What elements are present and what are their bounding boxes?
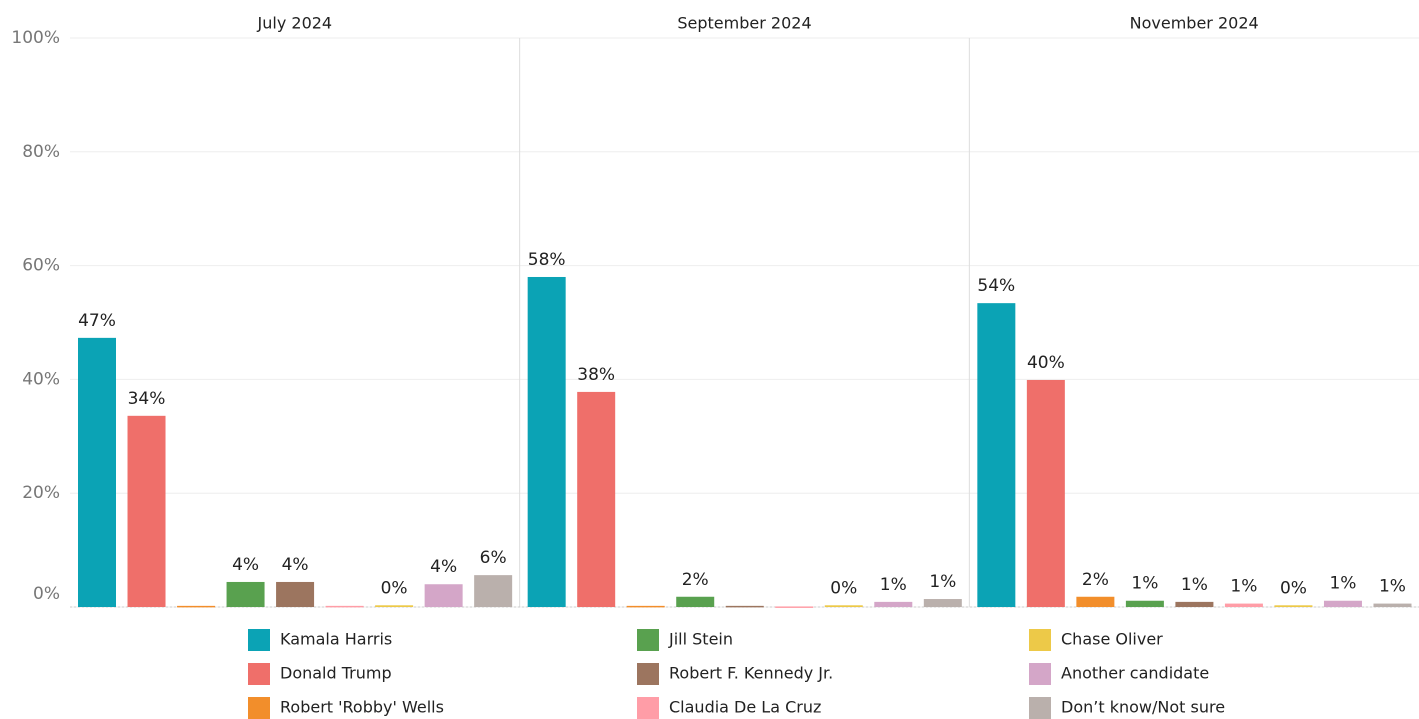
bar xyxy=(577,391,616,607)
legend-swatch xyxy=(248,663,270,685)
value-label: 40% xyxy=(1027,353,1065,373)
legend-swatch xyxy=(1029,629,1051,651)
bar xyxy=(676,596,715,607)
value-label: 1% xyxy=(1181,575,1208,595)
value-label: 1% xyxy=(1379,577,1406,597)
bar xyxy=(1274,605,1313,607)
value-label: 58% xyxy=(528,250,566,270)
value-label: 4% xyxy=(232,555,259,575)
bar xyxy=(1026,379,1065,607)
legend-swatch xyxy=(637,629,659,651)
y-tick-label: 20% xyxy=(22,483,60,503)
value-label: 1% xyxy=(1329,574,1356,594)
bar xyxy=(226,581,265,607)
legend-swatch xyxy=(248,629,270,651)
bar xyxy=(127,415,166,607)
value-label: 1% xyxy=(1230,577,1257,597)
legend-label: Donald Trump xyxy=(280,664,392,683)
value-label: 6% xyxy=(480,548,507,568)
value-label: 38% xyxy=(577,365,615,385)
bar xyxy=(1373,603,1412,607)
value-label: 34% xyxy=(128,389,166,409)
bar xyxy=(874,601,913,607)
value-label: 0% xyxy=(830,578,857,598)
value-label: 1% xyxy=(1131,574,1158,594)
bar xyxy=(1125,600,1164,607)
legend-label: Robert 'Robby' Wells xyxy=(280,698,444,717)
legend-label: Robert F. Kennedy Jr. xyxy=(669,664,833,683)
value-label: 47% xyxy=(78,311,116,331)
bar xyxy=(824,605,863,607)
bar xyxy=(1175,601,1214,607)
bar xyxy=(775,606,814,608)
value-label: 4% xyxy=(282,555,309,575)
value-label: 0% xyxy=(1280,578,1307,598)
panel-title: July 2024 xyxy=(257,14,333,33)
legend-label: Chase Oliver xyxy=(1061,630,1163,649)
bar xyxy=(177,605,216,608)
bar xyxy=(78,337,116,607)
bar xyxy=(474,575,513,607)
value-label: 2% xyxy=(682,570,709,590)
y-tick-label: 80% xyxy=(22,142,60,162)
bar xyxy=(276,581,315,607)
legend-swatch xyxy=(637,663,659,685)
legend-label: Another candidate xyxy=(1061,664,1209,683)
legend-swatch xyxy=(637,697,659,719)
legend-swatch xyxy=(1029,697,1051,719)
value-label: 1% xyxy=(880,575,907,595)
y-tick-label: 100% xyxy=(11,28,60,48)
bar xyxy=(325,605,364,608)
value-label: 0% xyxy=(381,578,408,598)
panel-title: September 2024 xyxy=(677,14,811,33)
bar xyxy=(375,605,414,607)
y-tick-label: 0% xyxy=(33,584,60,604)
legend-label: Jill Stein xyxy=(668,630,733,649)
bar xyxy=(1323,600,1362,607)
y-tick-label: 40% xyxy=(22,369,60,389)
y-tick-label: 60% xyxy=(22,256,60,276)
bar xyxy=(424,584,463,607)
value-label: 54% xyxy=(977,276,1015,296)
panel-title: November 2024 xyxy=(1130,14,1259,33)
legend-label: Kamala Harris xyxy=(280,630,392,649)
bar xyxy=(977,303,1016,607)
legend-swatch xyxy=(1029,663,1051,685)
value-label: 1% xyxy=(929,572,956,592)
legend-label: Claudia De La Cruz xyxy=(669,698,821,717)
bar xyxy=(1076,596,1115,607)
bar xyxy=(725,605,764,608)
bar xyxy=(1224,603,1263,607)
bar xyxy=(527,276,566,607)
legend-label: Don’t know/Not sure xyxy=(1061,698,1225,717)
legend-swatch xyxy=(248,697,270,719)
bar xyxy=(923,599,962,607)
bar xyxy=(626,605,665,608)
value-label: 4% xyxy=(430,557,457,577)
value-label: 2% xyxy=(1082,570,1109,590)
